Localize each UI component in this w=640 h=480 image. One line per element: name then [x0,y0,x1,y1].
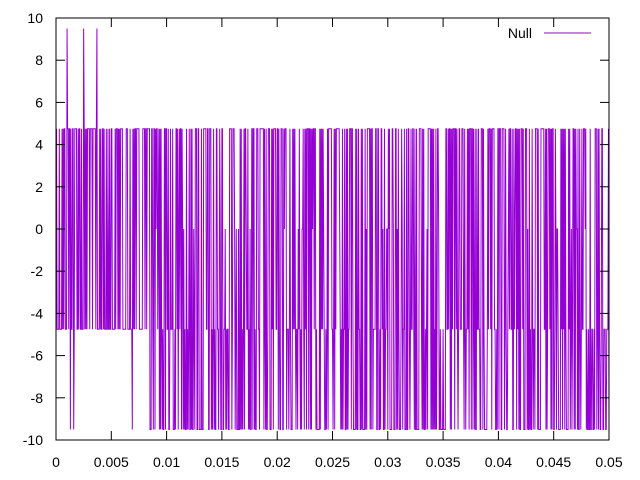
y-tick-label: 4 [35,137,43,153]
x-tick-label: 0.02 [264,454,291,470]
x-tick-label: 0.025 [315,454,350,470]
x-tick-label: 0.04 [485,454,512,470]
x-tick-label: 0.035 [426,454,461,470]
x-tick-label: 0.005 [94,454,129,470]
legend: Null [508,25,591,41]
series-null-line [55,28,610,430]
x-tick-label: 0.015 [204,454,239,470]
x-tick-label: 0.045 [536,454,571,470]
legend-label-null: Null [508,25,532,41]
y-tick-label: 0 [35,221,43,237]
x-tick-label: 0.03 [374,454,401,470]
y-tick-label: 10 [27,10,43,26]
y-tick-label: -6 [31,348,44,364]
x-tick-label: 0 [52,454,60,470]
y-tick-label: 8 [35,52,43,68]
y-tick-label: -2 [31,263,44,279]
y-tick-label: -4 [31,305,44,321]
x-tick-label: 0.05 [595,454,622,470]
y-tick-label: -8 [31,390,44,406]
y-tick-label: -10 [23,432,43,448]
x-tick-label: 0.01 [153,454,180,470]
y-tick-label: 6 [35,94,43,110]
y-tick-label: 2 [35,179,43,195]
axis-ticks: 10 8 6 4 2 0 -2 -4 -6 -8 -10 0 0.005 0.01 0.015 0.02 0.0… [23,10,623,470]
series-null-line-group [55,28,610,430]
